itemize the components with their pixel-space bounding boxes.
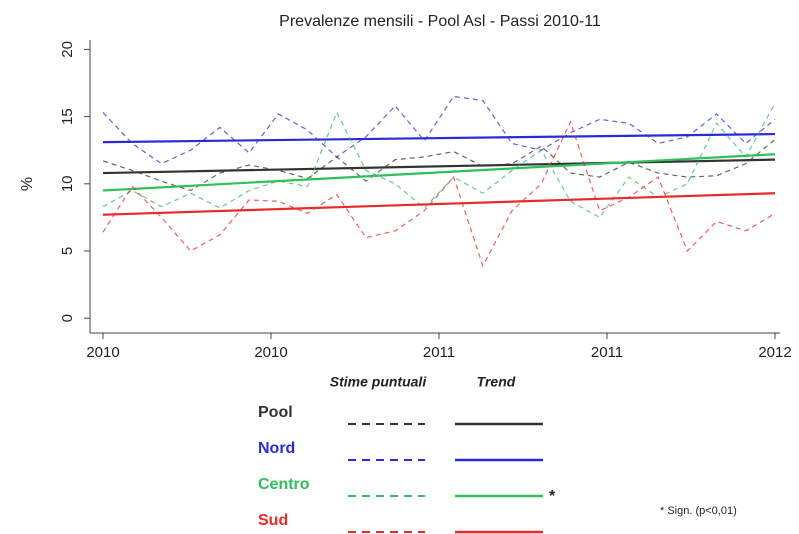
legend-label: Nord (258, 440, 295, 457)
trend-line (102, 192, 776, 216)
chart-title: Prevalenze mensili - Pool Asl - Passi 20… (279, 13, 601, 30)
trend-line (102, 158, 776, 175)
x-tick-label: 2011 (591, 344, 623, 361)
legend-heading: Trend (477, 374, 516, 390)
y-tick-label: 5 (59, 247, 76, 255)
x-tick-label: 2012 (758, 344, 791, 361)
y-tick-label: 0 (59, 314, 76, 322)
legend-label: Sud (258, 512, 288, 529)
y-tick-label: 20 (59, 41, 76, 58)
y-tick-label: 15 (59, 108, 76, 125)
trend-line (102, 132, 776, 144)
legend-label: Centro (258, 476, 310, 493)
estimate-line (102, 95, 776, 165)
legend-mark: * (549, 488, 556, 505)
estimate-line (102, 102, 776, 219)
trend-line (102, 153, 776, 192)
x-tick-label: 2011 (423, 344, 455, 361)
estimate-line (102, 138, 776, 192)
estimate-line (102, 120, 776, 268)
legend-heading: Stime puntuali (330, 374, 428, 390)
y-tick-label: 10 (59, 175, 76, 192)
y-axis-label: % (19, 177, 36, 191)
x-tick-label: 2010 (254, 344, 287, 361)
x-tick-label: 2010 (86, 344, 119, 361)
legend-label: Pool (258, 404, 293, 421)
note: * Sign. (p<0,01) (660, 505, 737, 517)
